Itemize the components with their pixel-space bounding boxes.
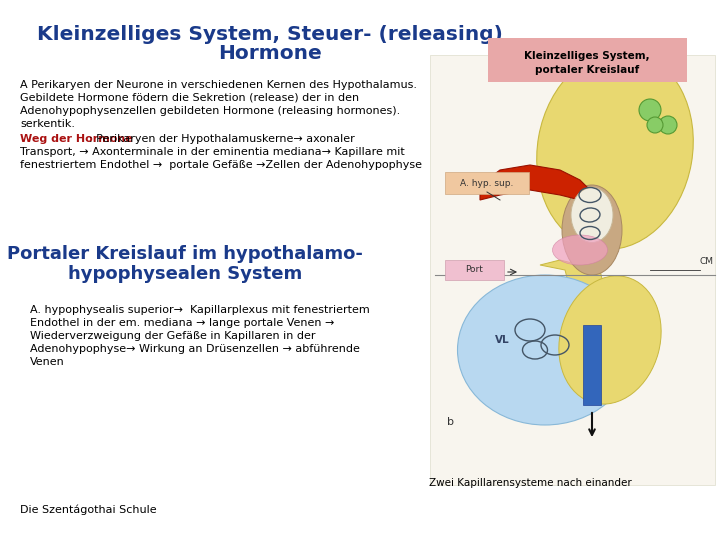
Text: hypophysealen System: hypophysealen System xyxy=(68,265,302,283)
Ellipse shape xyxy=(536,51,693,249)
Bar xyxy=(430,55,715,485)
FancyBboxPatch shape xyxy=(445,260,504,280)
Ellipse shape xyxy=(457,275,632,425)
Text: Wiederverzweigung der Gefäße in Kapillaren in der: Wiederverzweigung der Gefäße in Kapillar… xyxy=(30,331,315,341)
Text: Die Szentágothai Schule: Die Szentágothai Schule xyxy=(20,504,157,515)
Text: A. hypophysealis superior→  Kapillarplexus mit fenestriertem: A. hypophysealis superior→ Kapillarplexu… xyxy=(30,305,370,315)
Text: serkentik.: serkentik. xyxy=(20,119,75,129)
Text: b: b xyxy=(447,417,454,427)
Polygon shape xyxy=(540,260,620,365)
Text: : Perikaryen der Hypothalamuskerne→ axonaler: : Perikaryen der Hypothalamuskerne→ axon… xyxy=(89,134,355,144)
Bar xyxy=(583,325,601,405)
Circle shape xyxy=(659,116,677,134)
Ellipse shape xyxy=(562,185,622,275)
Text: A Perikaryen der Neurone in verschiedenen Kernen des Hypothalamus.: A Perikaryen der Neurone in verschiedene… xyxy=(20,80,417,90)
FancyBboxPatch shape xyxy=(445,172,529,194)
Text: Adenohypophyse→ Wirkung an Drüsenzellen → abführende: Adenohypophyse→ Wirkung an Drüsenzellen … xyxy=(30,344,360,354)
Circle shape xyxy=(647,117,663,133)
Text: Zwei Kapillarensysteme nach einander: Zwei Kapillarensysteme nach einander xyxy=(428,478,631,488)
FancyBboxPatch shape xyxy=(488,38,687,82)
Text: Port: Port xyxy=(465,266,483,274)
Text: VL: VL xyxy=(495,335,509,345)
Text: CM: CM xyxy=(700,258,714,267)
Text: Adenohypophysenzellen gebildeten Hormone (releasing hormones).: Adenohypophysenzellen gebildeten Hormone… xyxy=(20,106,400,116)
Text: Gebildete Hormone födern die Sekretion (release) der in den: Gebildete Hormone födern die Sekretion (… xyxy=(20,93,359,103)
Ellipse shape xyxy=(571,187,613,242)
Ellipse shape xyxy=(552,235,608,265)
Polygon shape xyxy=(480,165,590,200)
Text: Hormone: Hormone xyxy=(218,44,322,63)
Ellipse shape xyxy=(559,276,661,404)
Text: Endothel in der em. mediana → lange portale Venen →: Endothel in der em. mediana → lange port… xyxy=(30,318,334,328)
Text: fenestriertem Endothel →  portale Gefäße →Zellen der Adenohypophyse: fenestriertem Endothel → portale Gefäße … xyxy=(20,160,422,170)
Text: Kleinzelliges System,: Kleinzelliges System, xyxy=(524,51,650,61)
Text: Portaler Kreislauf im hypothalamo-: Portaler Kreislauf im hypothalamo- xyxy=(7,245,363,263)
Text: Transport, → Axonterminale in der eminentia mediana→ Kapillare mit: Transport, → Axonterminale in der eminen… xyxy=(20,147,405,157)
Text: portaler Kreislauf: portaler Kreislauf xyxy=(535,65,639,75)
Text: A. hyp. sup.: A. hyp. sup. xyxy=(460,179,513,187)
Circle shape xyxy=(639,99,661,121)
Text: Kleinzelliges System, Steuer- (releasing): Kleinzelliges System, Steuer- (releasing… xyxy=(37,25,503,44)
Text: Weg der Hormone: Weg der Hormone xyxy=(20,134,132,144)
Text: Venen: Venen xyxy=(30,357,65,367)
